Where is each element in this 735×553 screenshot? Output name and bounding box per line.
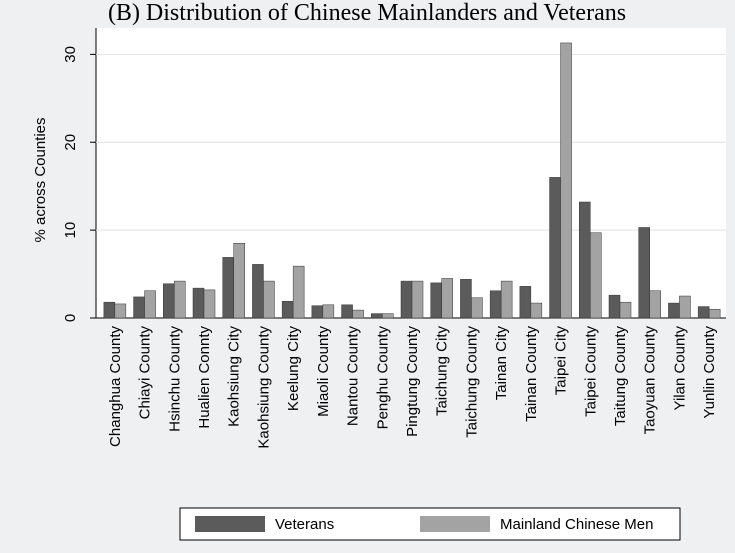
bar [114, 303, 127, 319]
bar [263, 280, 275, 319]
x-tick-label: Taichung City [434, 326, 451, 417]
bar [371, 313, 383, 319]
x-tick-label: Pingtung County [404, 326, 421, 437]
legend-swatch [195, 516, 265, 532]
bar [471, 297, 483, 319]
x-tick-label: Tainan City [493, 326, 510, 401]
bar [430, 282, 442, 319]
bar [163, 283, 175, 319]
bar [281, 301, 294, 319]
y-tick-label: 0 [62, 314, 79, 322]
x-tick-label: Kaohsiung City [226, 326, 243, 427]
x-tick-label: Taipei City [553, 326, 570, 396]
legend-label: Veterans [275, 516, 334, 533]
bar [292, 265, 305, 319]
bar [252, 264, 264, 319]
y-tick-label: 20 [62, 134, 79, 151]
bar [679, 295, 691, 319]
bar [697, 306, 710, 319]
bar [530, 302, 543, 319]
bar [590, 232, 602, 319]
x-tick-label: Yunlin County [701, 326, 718, 419]
x-tick-label: Keelung City [285, 326, 302, 412]
bar [519, 286, 532, 319]
bar [192, 287, 205, 319]
bar [638, 227, 650, 319]
x-tick-label: Taitung County [612, 326, 629, 427]
x-tick-label: Taipei County [582, 326, 599, 417]
bar [560, 42, 572, 319]
bar [400, 280, 413, 319]
bar [500, 280, 513, 319]
bar [579, 201, 591, 319]
bar [352, 309, 364, 319]
x-tick-label: Taichung County [463, 326, 480, 438]
legend-label: Mainland Chinese Men [500, 516, 653, 533]
bar [608, 294, 621, 319]
plot-area [96, 28, 726, 318]
bar [341, 304, 353, 319]
bar [460, 279, 472, 319]
bar [708, 308, 721, 319]
bar [222, 257, 234, 319]
x-tick-label: Taoyuan County [642, 326, 659, 435]
y-axis-label: % across Counties [32, 117, 49, 242]
bar [489, 290, 502, 319]
x-tick-label: Penghu County [374, 326, 391, 430]
x-tick-label: Nantou County [345, 326, 362, 427]
bar [649, 290, 661, 319]
bar [144, 290, 156, 319]
x-tick-label: Yilan County [671, 326, 688, 411]
bar [233, 243, 245, 319]
x-tick-label: Kaohsiung County [255, 326, 272, 449]
bar [382, 313, 394, 319]
x-tick-label: Hsinchu County [166, 326, 183, 432]
y-tick-label: 10 [62, 222, 79, 239]
x-tick-label: Changhua County [107, 326, 124, 447]
x-tick-label: Tainan County [523, 326, 540, 422]
y-tick-label: 30 [62, 46, 79, 63]
legend-swatch [420, 516, 490, 532]
bar [411, 280, 424, 319]
bar [174, 280, 186, 319]
bar [311, 305, 324, 319]
x-tick-label: Chiayi County [137, 326, 154, 420]
bar [322, 304, 335, 319]
x-tick-label: Hualien Connty [196, 326, 213, 429]
bar [103, 301, 116, 319]
bar [668, 302, 680, 319]
bar [133, 296, 145, 319]
bar [619, 301, 632, 319]
chart-title: (B) Distribution of Chinese Mainlanders … [108, 0, 626, 26]
x-tick-label: Miaoli County [315, 326, 332, 417]
bar [441, 278, 453, 319]
bar [549, 177, 561, 319]
bar [203, 289, 216, 319]
